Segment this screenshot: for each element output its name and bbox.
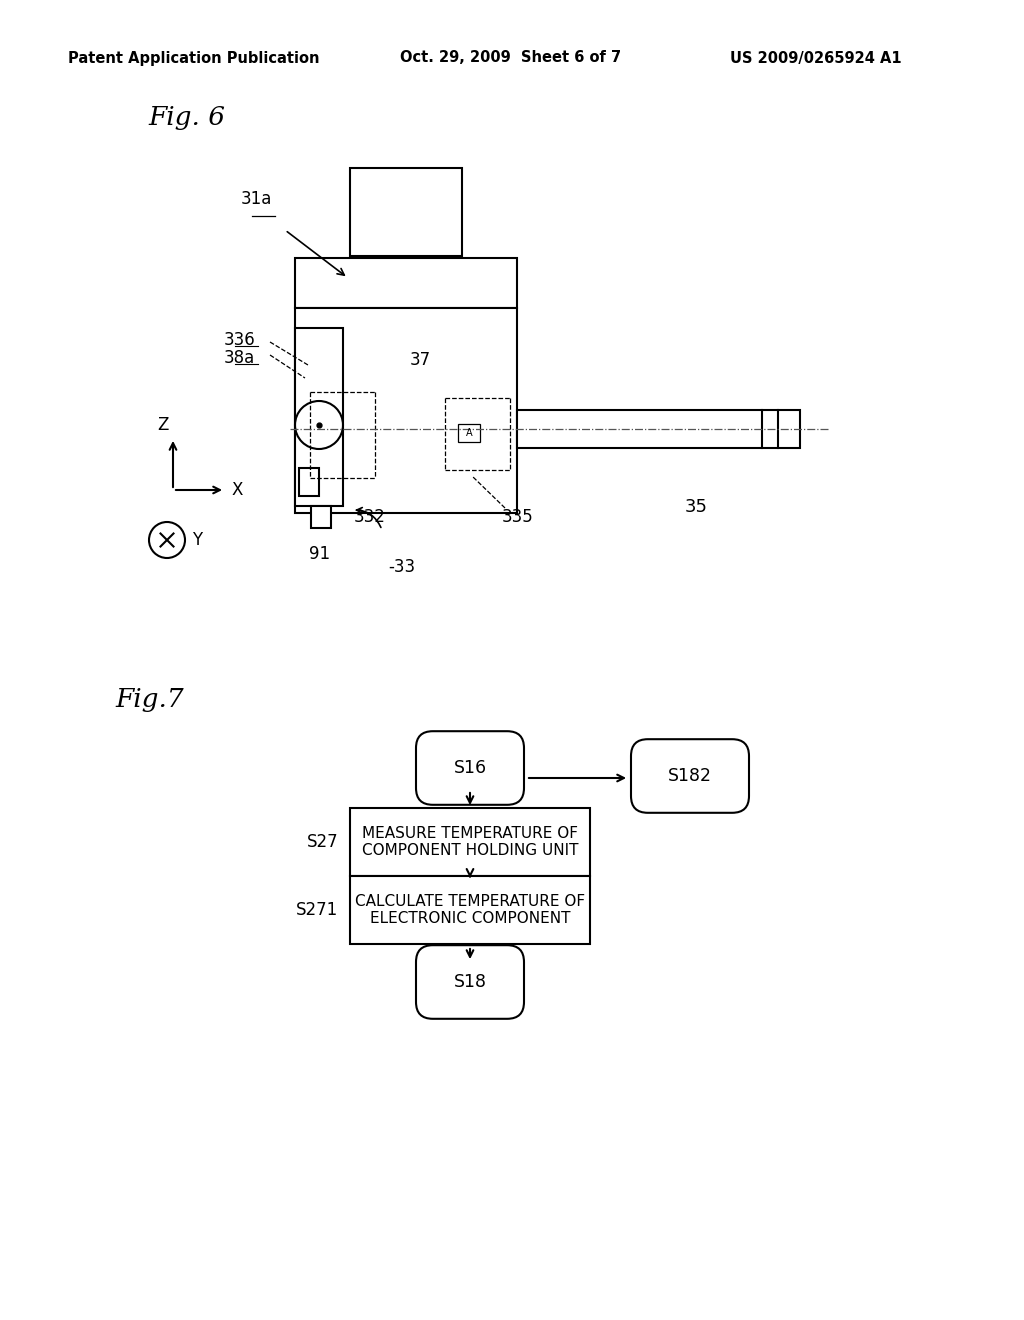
Text: S16: S16 bbox=[454, 759, 486, 777]
Bar bbox=[350, 168, 462, 256]
Text: Fig.7: Fig.7 bbox=[115, 688, 183, 713]
Text: MEASURE TEMPERATURE OF
COMPONENT HOLDING UNIT: MEASURE TEMPERATURE OF COMPONENT HOLDING… bbox=[361, 826, 579, 858]
Text: 37: 37 bbox=[410, 351, 430, 370]
Text: Oct. 29, 2009  Sheet 6 of 7: Oct. 29, 2009 Sheet 6 of 7 bbox=[400, 50, 622, 66]
Bar bbox=[311, 506, 331, 528]
FancyArrowPatch shape bbox=[356, 508, 381, 528]
Text: S27: S27 bbox=[306, 833, 338, 851]
Text: -33: -33 bbox=[388, 558, 415, 576]
Bar bbox=[295, 327, 343, 506]
Bar bbox=[295, 308, 517, 513]
Text: S182: S182 bbox=[668, 767, 712, 785]
Bar bbox=[295, 257, 517, 308]
Text: Y: Y bbox=[193, 531, 202, 549]
Bar bbox=[517, 411, 800, 447]
Text: Fig. 6: Fig. 6 bbox=[148, 106, 225, 131]
Text: 35: 35 bbox=[684, 498, 708, 516]
Text: S271: S271 bbox=[296, 902, 338, 919]
FancyBboxPatch shape bbox=[631, 739, 749, 813]
Text: S18: S18 bbox=[454, 973, 486, 991]
Text: CALCULATE TEMPERATURE OF
ELECTRONIC COMPONENT: CALCULATE TEMPERATURE OF ELECTRONIC COMP… bbox=[355, 894, 585, 927]
Text: 335: 335 bbox=[502, 508, 534, 525]
Text: X: X bbox=[232, 480, 244, 499]
Text: 38a: 38a bbox=[224, 348, 255, 367]
Bar bbox=[458, 424, 480, 442]
Bar bbox=[299, 469, 319, 496]
Text: 336: 336 bbox=[223, 331, 255, 348]
Text: Z: Z bbox=[158, 416, 169, 434]
Text: 31a: 31a bbox=[241, 190, 272, 209]
Text: A: A bbox=[466, 428, 472, 438]
FancyBboxPatch shape bbox=[416, 945, 524, 1019]
FancyBboxPatch shape bbox=[416, 731, 524, 805]
Text: 91: 91 bbox=[309, 545, 331, 564]
Text: 332: 332 bbox=[354, 508, 386, 525]
Text: Patent Application Publication: Patent Application Publication bbox=[68, 50, 319, 66]
Text: US 2009/0265924 A1: US 2009/0265924 A1 bbox=[730, 50, 901, 66]
Bar bbox=[350, 808, 590, 876]
Bar bbox=[350, 876, 590, 944]
